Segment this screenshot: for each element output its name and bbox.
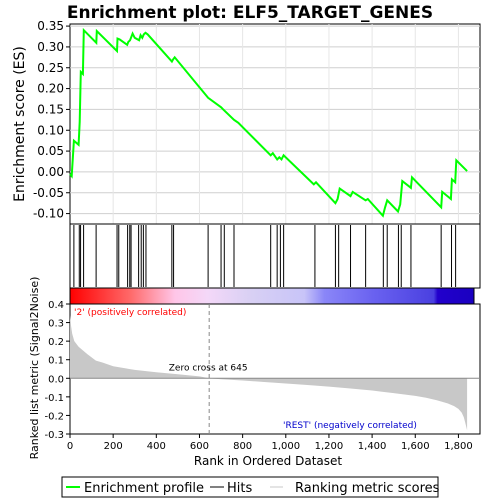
metric-y-tick-label: -0.2 (44, 411, 64, 422)
chart-title: Enrichment plot: ELF5_TARGET_GENES (67, 3, 433, 23)
es-y-tick-label: 0.05 (37, 144, 64, 158)
legend-label-enrichment: Enrichment profile (84, 481, 204, 496)
negative-correlation-label: 'REST' (negatively correlated) (283, 421, 417, 431)
x-tick-label: 400 (147, 441, 166, 452)
hit-markers (73, 225, 457, 287)
metric-y-tick-label: 0.1 (48, 356, 64, 367)
metric-y-tick-label: -0.1 (44, 393, 64, 404)
es-y-tick-label: 0.15 (37, 102, 64, 116)
es-y-tick-label: -0.10 (33, 207, 64, 221)
metric-plot-frame (69, 303, 481, 435)
legend-label-ranking: Ranking metric scores (295, 481, 440, 496)
metric-y-axis-label: Ranked list metric (Signal2Noise) (28, 277, 41, 460)
metric-y-tick-label: 0.0 (48, 374, 64, 385)
ranking-metric-area (70, 315, 468, 431)
es-gridlines (70, 24, 480, 224)
ranked-metric-panel: Zero cross at 645 '2' (positively correl… (28, 277, 481, 460)
es-plot-frame (69, 23, 481, 225)
x-tick-label: 1,600 (401, 441, 430, 452)
positive-correlation-label: '2' (positively correlated) (74, 308, 186, 318)
es-y-tick-label: 0.30 (37, 40, 64, 54)
es-y-tick-label: 0.20 (37, 82, 64, 96)
metric-y-tick-label: -0.3 (44, 430, 64, 441)
hits-panel (69, 223, 481, 305)
x-axis: 0 200 400 600 800 1,000 1,200 1,400 1,600 1,800 (67, 434, 473, 452)
enrichment-score-panel: -0.10 -0.05 0.00 0.05 0.10 0.15 0.20 0.25 0.30 0.… (12, 19, 481, 225)
es-y-axis: -0.10 -0.05 0.00 0.05 0.10 0.15 0.20 0.25 0.30 0.… (33, 19, 70, 221)
legend: Enrichment profile Hits Ranking metric s… (61, 476, 440, 498)
x-axis-label: Rank in Ordered Dataset (194, 454, 342, 468)
legend-label-hits: Hits (227, 481, 252, 496)
x-tick-label: 1,400 (358, 441, 387, 452)
metric-y-tick-label: 0.4 (48, 300, 64, 311)
es-y-axis-label: Enrichment score (ES) (12, 46, 28, 202)
x-tick-label: 1,200 (315, 441, 344, 452)
zero-cross-label: Zero cross at 645 (169, 363, 248, 373)
es-y-tick-label: 0.25 (37, 61, 64, 75)
es-y-tick-label: 0.10 (37, 123, 64, 137)
metric-y-tick-label: 0.2 (48, 337, 64, 348)
enrichment-profile-line (69, 27, 468, 218)
x-tick-label: 600 (190, 441, 209, 452)
x-tick-label: 1,000 (271, 441, 300, 452)
x-tick-label: 0 (67, 441, 73, 452)
legend-frame (61, 476, 439, 498)
x-tick-label: 800 (233, 441, 252, 452)
x-tick-label: 1,800 (444, 441, 473, 452)
metric-y-tick-label: 0.3 (48, 319, 64, 330)
rank-color-bar (69, 287, 475, 305)
es-y-tick-label: -0.05 (33, 186, 64, 200)
es-y-tick-label: 0.00 (37, 165, 64, 179)
metric-y-axis: -0.3 -0.2 -0.1 0.0 0.1 0.2 0.3 0.4 (44, 300, 70, 441)
x-tick-label: 200 (104, 441, 123, 452)
es-y-tick-label: 0.35 (37, 19, 64, 33)
